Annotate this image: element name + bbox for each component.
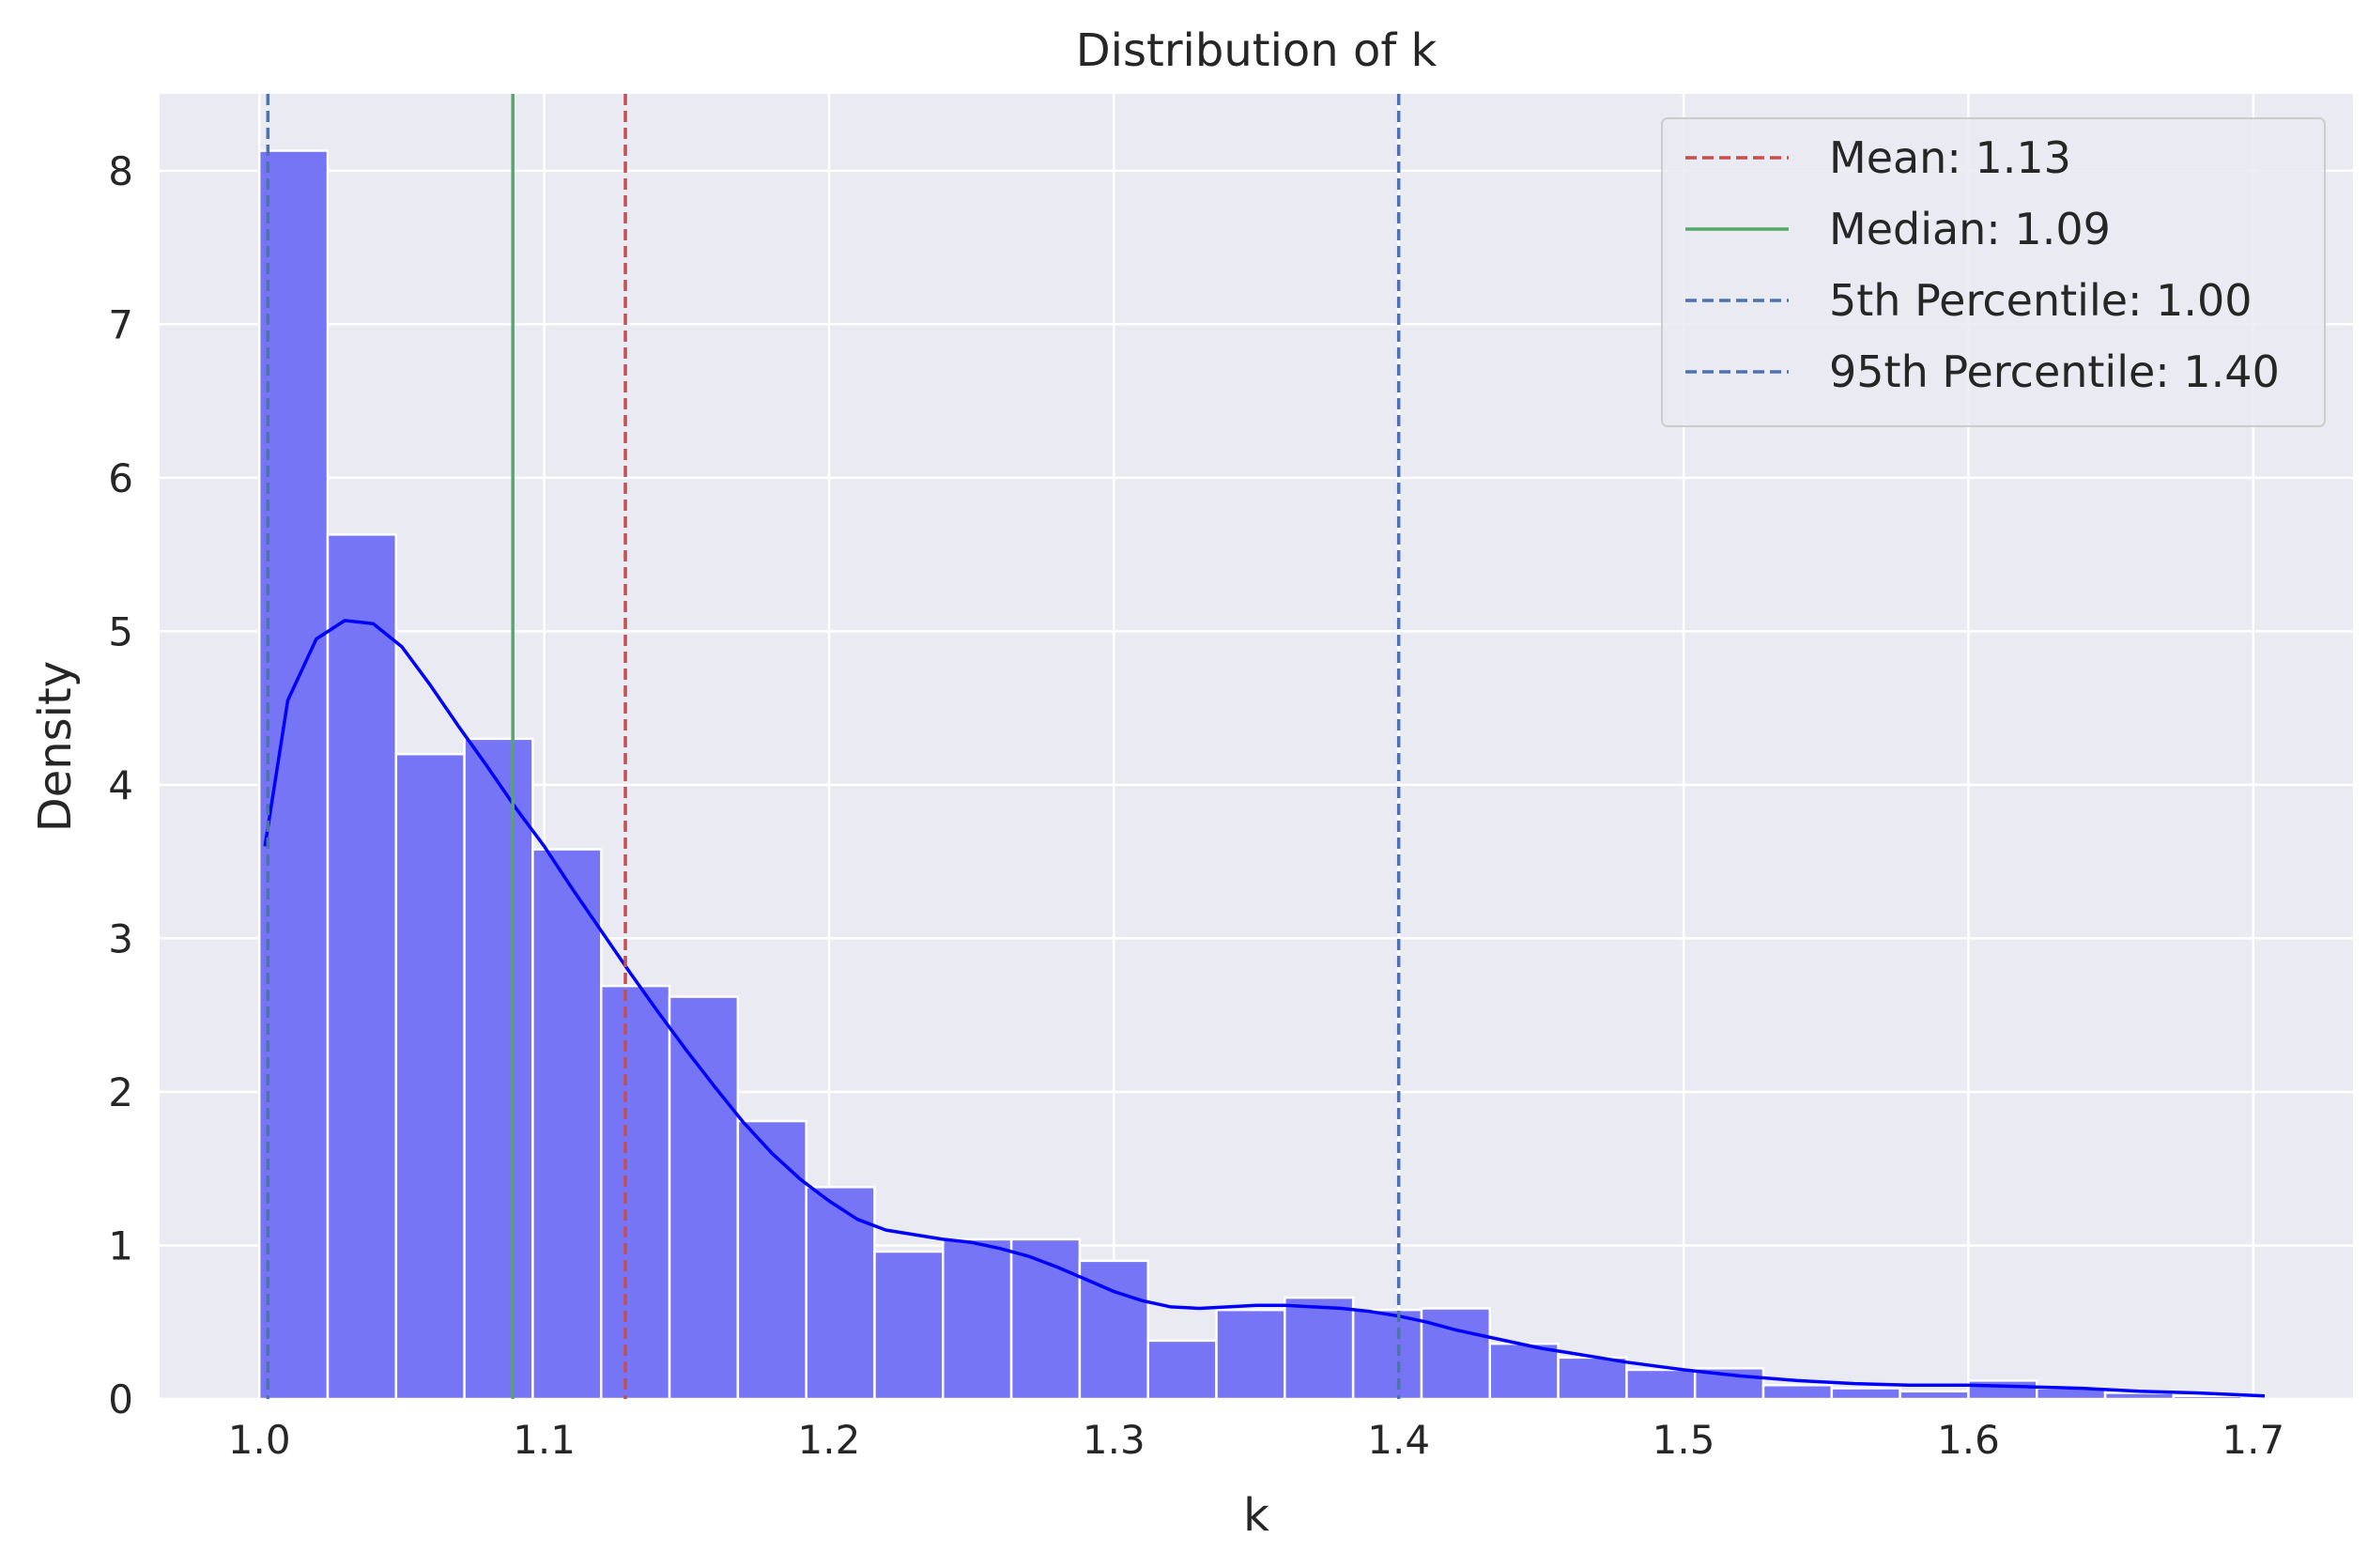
x-axis-label: k (1243, 1489, 1269, 1542)
histogram-bar (736, 1119, 807, 1401)
y-tick-label: 7 (108, 301, 133, 347)
histogram-bar (1009, 1237, 1082, 1401)
legend-label: 95th Percentile: 1.40 (1829, 346, 2280, 397)
x-axis-ticks: 1.0 1.1 1.2 1.3 1.4 1.5 1.6 1.7 (228, 1417, 2284, 1463)
x-tick-label: 1.5 (1653, 1417, 1715, 1463)
histogram-bar (668, 995, 740, 1401)
kde-curve (263, 619, 2266, 1398)
histogram-bar (1899, 1390, 1970, 1401)
histogram-bar (257, 149, 330, 1401)
x-tick-label: 1.2 (798, 1417, 861, 1463)
histogram-bar (1146, 1339, 1218, 1401)
y-tick-label: 2 (108, 1069, 133, 1115)
x-tick-label: 1.3 (1083, 1417, 1146, 1463)
histogram-bar (326, 533, 398, 1401)
y-tick-label: 4 (108, 762, 133, 808)
histogram-bar (873, 1250, 945, 1401)
y-tick-label: 3 (108, 915, 133, 961)
y-axis-ticks: 0 1 2 3 4 5 6 7 8 (108, 148, 133, 1422)
y-axis-label: Density (29, 661, 82, 832)
histogram-bar (1488, 1342, 1560, 1401)
histogram-bar (942, 1237, 1013, 1401)
x-tick-label: 1.7 (2222, 1417, 2284, 1463)
legend-label: Median: 1.09 (1829, 204, 2111, 254)
x-tick-label: 1.4 (1367, 1417, 1430, 1463)
y-tick-label: 1 (108, 1222, 133, 1268)
legend-label: 5th Percentile: 1.00 (1829, 275, 2253, 326)
histogram-bar (805, 1186, 876, 1401)
histogram-bar (1351, 1308, 1423, 1401)
histogram-bar (463, 737, 534, 1401)
chart-title: Distribution of k (1076, 24, 1438, 77)
x-tick-label: 1.6 (1937, 1417, 2000, 1463)
histogram-bar (2172, 1394, 2243, 1401)
histogram-bar (394, 752, 466, 1401)
legend-label: Mean: 1.13 (1829, 132, 2071, 183)
histogram-bar (1967, 1379, 2038, 1401)
kde-curve-group (263, 619, 2266, 1398)
histogram-bar (1557, 1356, 1628, 1401)
legend: Mean: 1.13 Median: 1.09 5th Percentile: 1.… (1661, 117, 2326, 427)
x-tick-label: 1.0 (228, 1417, 291, 1463)
histogram-bar (1215, 1308, 1286, 1401)
histogram-bar (1078, 1259, 1149, 1401)
histogram-bar (2103, 1391, 2176, 1401)
histogram-bar (531, 848, 603, 1401)
histogram-bar (599, 984, 671, 1401)
y-tick-label: 0 (108, 1376, 133, 1422)
y-tick-label: 5 (108, 608, 133, 654)
histogram-bar (1830, 1387, 1901, 1401)
reference-lines (266, 94, 1401, 1399)
y-tick-label: 8 (108, 148, 133, 194)
x-tick-label: 1.1 (513, 1417, 576, 1463)
histogram-bar (1761, 1384, 1834, 1401)
legend-box (1661, 117, 2326, 427)
y-tick-label: 6 (108, 455, 133, 501)
histogram-bar (1284, 1296, 1355, 1401)
histogram-bars (257, 149, 2243, 1401)
histogram-bar (1625, 1368, 1697, 1401)
